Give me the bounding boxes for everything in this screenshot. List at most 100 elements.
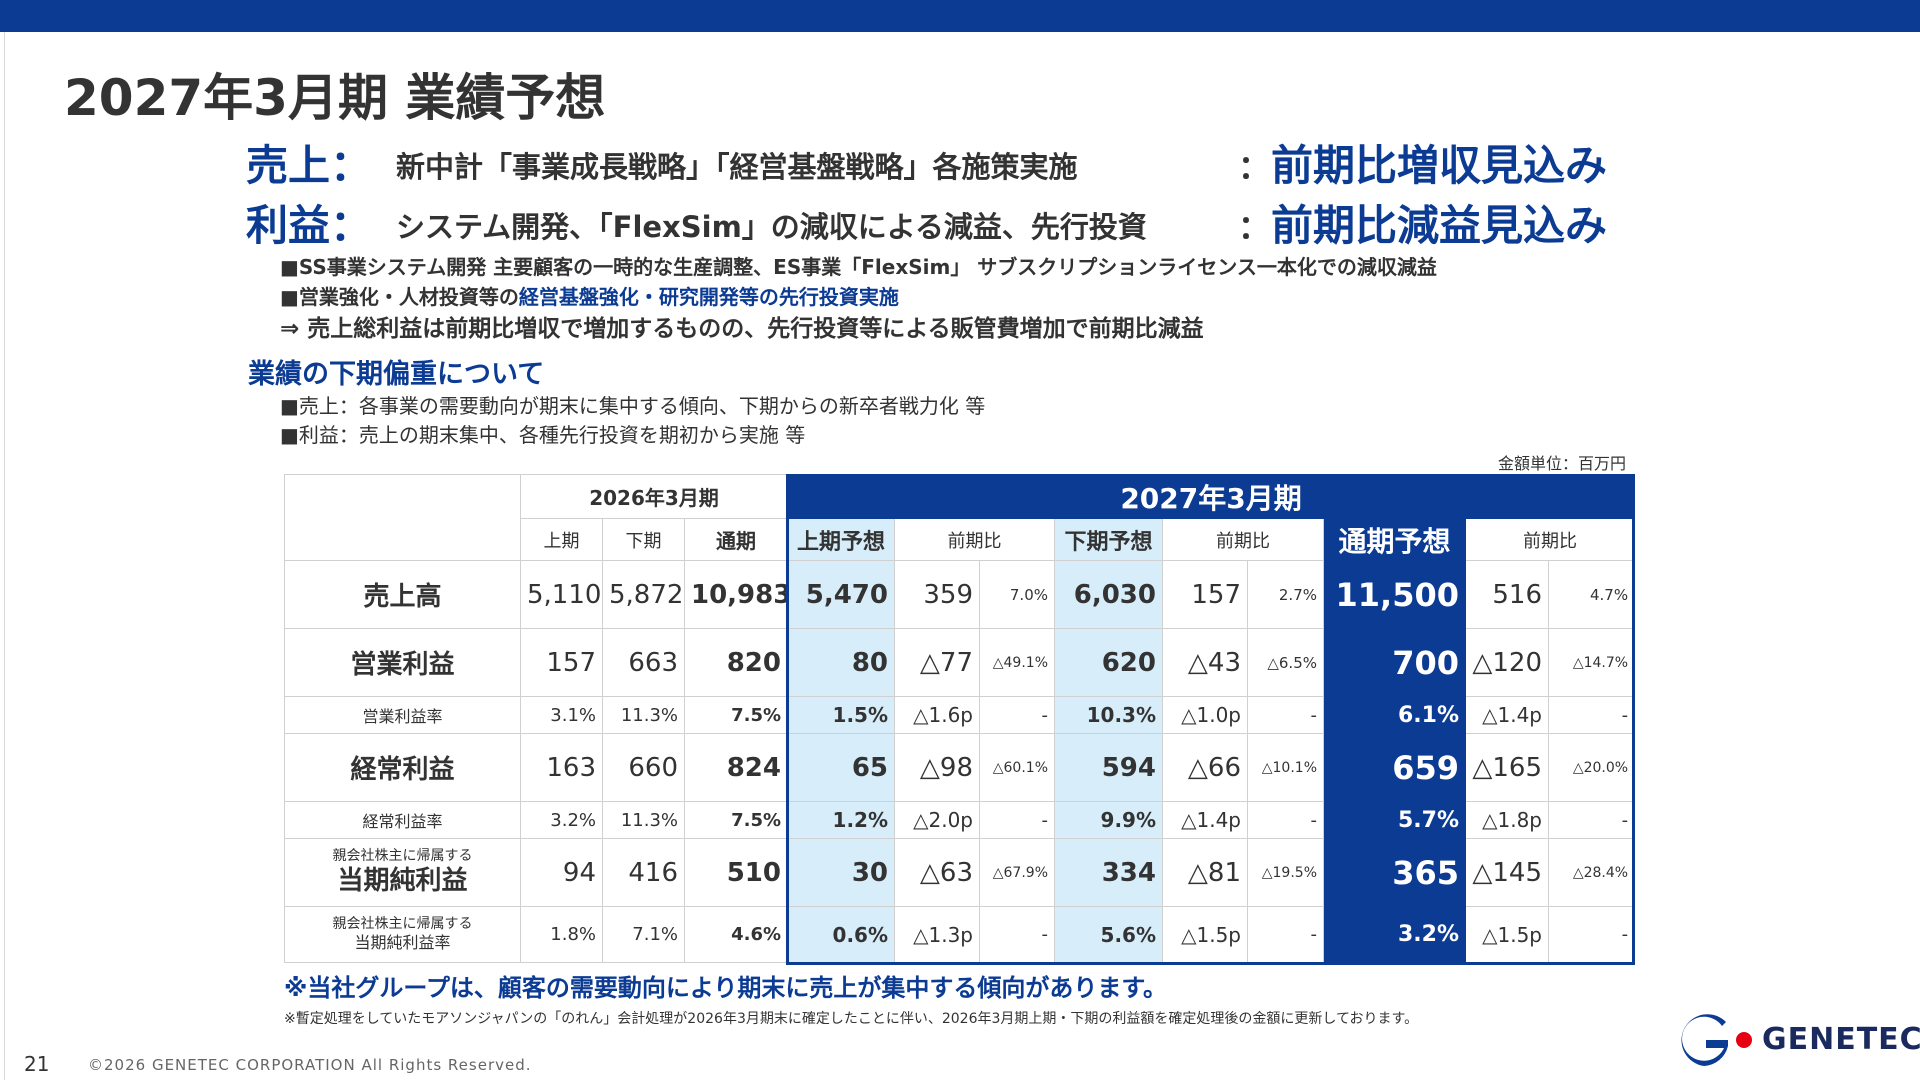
logo-wordmark: GENETEC	[1762, 1022, 1920, 1057]
cell-value: 157	[1162, 560, 1248, 629]
forecast-table: 2026年3月期 2027年3月期 上期 下期 通期 上期予想 前期比 下期予想…	[284, 474, 1636, 963]
cell-value: △14.7%	[1547, 628, 1636, 697]
bullet-investment-pre: ■営業強化・人材投資等の	[280, 285, 519, 309]
headline-profit-label: 利益：	[246, 201, 373, 250]
cell-value: △145	[1465, 838, 1549, 907]
cell-value: 7.5%	[684, 696, 788, 734]
cell-value: △63	[894, 838, 980, 907]
cell-value: 824	[684, 733, 788, 802]
header-fy2026: 2026年3月期	[520, 474, 788, 519]
cell-value: △66	[1162, 733, 1248, 802]
table-row-ordinary-profit: 経常利益 163 660 824 65 △98 △60.1% 594 △66 △…	[284, 733, 1636, 802]
cell-value: 5,470	[787, 560, 895, 629]
cell-value: 9.9%	[1054, 801, 1163, 839]
table-row-sales: 売上高 5,110 5,872 10,983 5,470 359 7.0% 6,…	[284, 560, 1636, 629]
cell-value: △1.0p	[1162, 696, 1248, 734]
page-title: 2027年3月期 業績予想	[64, 69, 606, 127]
cell-value: 334	[1054, 838, 1163, 907]
cell-value: △6.5%	[1247, 628, 1324, 697]
cell-value: △1.3p	[894, 906, 980, 963]
left-edge-line	[4, 32, 5, 1080]
headline-sales-colon: ：	[1238, 148, 1271, 186]
cell-value: △10.1%	[1247, 733, 1324, 802]
cell-value: 157	[520, 628, 603, 697]
cell-value: △67.9%	[979, 838, 1055, 907]
logo-red-dot	[1736, 1032, 1752, 1048]
cell-value: △1.5p	[1162, 906, 1248, 963]
row-label-net-margin-main: 当期純利益率	[354, 933, 451, 953]
headline-profit-colon: ：	[1238, 208, 1271, 246]
cell-value: 659	[1323, 733, 1466, 802]
header-yoy-full-year: 前期比	[1464, 518, 1636, 561]
bullet-investment-highlight: 経営基盤強化・研究開発等の先行投資実施	[518, 285, 899, 309]
cell-value: 700	[1323, 628, 1466, 697]
headline-sales: 売上： 新中計「事業成長戦略」「経営基盤戦略」各施策実施 ： 前期比増収見込み	[246, 132, 1666, 190]
cell-value: 0.6%	[787, 906, 895, 963]
header-first-half-forecast: 上期予想	[787, 518, 895, 561]
cell-value: 620	[1054, 628, 1163, 697]
cell-value: 5.7%	[1323, 801, 1466, 839]
row-label-net-income-prefix: 親会社株主に帰属する	[332, 847, 473, 864]
cell-value: 2.7%	[1247, 560, 1324, 629]
headline-sales-text: 新中計「事業成長戦略」「経営基盤戦略」各施策実施	[396, 150, 1078, 184]
row-label-net-margin-prefix: 親会社株主に帰属する	[332, 916, 473, 932]
cell-value: -	[1547, 696, 1636, 734]
header-full-year-forecast: 通期予想	[1323, 518, 1466, 561]
cell-value: 30	[787, 838, 895, 907]
top-header-bar	[0, 0, 1920, 32]
second-half-bullets: ■売上：各事業の需要動向が期末に集中する傾向、下期からの新卒者戦力化 等 ■利益…	[280, 392, 985, 450]
genetec-g-logo-icon	[1681, 1014, 1728, 1066]
cell-value: △81	[1162, 838, 1248, 907]
note-seasonality: ※当社グループは、顧客の需要動向により期末に売上が集中する傾向があります。	[284, 974, 1168, 1002]
headline-sales-label: 売上：	[246, 141, 373, 190]
cell-value: 6,030	[1054, 560, 1163, 629]
cell-value: 94	[520, 838, 603, 907]
cell-value: △19.5%	[1247, 838, 1324, 907]
cell-value: 65	[787, 733, 895, 802]
cell-value: △28.4%	[1547, 838, 1636, 907]
detail-bullets: ■SS事業システム開発 主要顧客の一時的な生産調整、ES事業「FlexSim」 …	[280, 252, 1680, 346]
cell-value: 663	[602, 628, 685, 697]
note-goodwill: ※暫定処理をしていたモアソンジャパンの「のれん」会計処理が2026年3月期末に確…	[284, 1011, 1419, 1027]
row-label-sales: 売上高	[284, 560, 521, 629]
row-label-ordinary-margin: 経常利益率	[284, 801, 521, 839]
row-label-operating-margin: 営業利益率	[284, 696, 521, 734]
cell-value: 11,500	[1323, 560, 1466, 629]
cell-value: △1.4p	[1465, 696, 1549, 734]
copyright: ©2026 GENETEC CORPORATION All Rights Res…	[88, 1056, 532, 1074]
bullet-conclusion: ⇒ 売上総利益は前期比増収で増加するものの、先行投資等による販管費増加で前期比減…	[280, 316, 1204, 342]
cell-value: -	[979, 906, 1055, 963]
headline-profit-result: 前期比減益見込み	[1271, 201, 1608, 250]
section-heading-second-half: 業績の下期偏重について	[248, 359, 545, 390]
table-corner-cell	[284, 474, 521, 561]
cell-value: -	[1247, 696, 1324, 734]
headline-profit: 利益： システム開発、「FlexSim」の減収による減益、先行投資 ： 前期比減…	[246, 192, 1666, 250]
cell-value: -	[979, 801, 1055, 839]
cell-value: △1.8p	[1465, 801, 1549, 839]
bullet-investment: ■営業強化・人材投資等の経営基盤強化・研究開発等の先行投資実施	[280, 282, 1680, 312]
cell-value: 416	[602, 838, 685, 907]
cell-value: △98	[894, 733, 980, 802]
cell-value: 594	[1054, 733, 1163, 802]
cell-value: △2.0p	[894, 801, 980, 839]
cell-value: △43	[1162, 628, 1248, 697]
cell-value: 163	[520, 733, 603, 802]
cell-value: △20.0%	[1547, 733, 1636, 802]
cell-value: -	[1247, 801, 1324, 839]
second-half-bullet-profit: ■利益：売上の期末集中、各種先行投資を期初から実施 等	[280, 423, 806, 447]
cell-value: 5,872	[602, 560, 685, 629]
cell-value: △49.1%	[979, 628, 1055, 697]
cell-value: 11.3%	[602, 696, 685, 734]
cell-value: △165	[1465, 733, 1549, 802]
cell-value: 4.6%	[684, 906, 788, 963]
header-second-half-forecast: 下期予想	[1054, 518, 1163, 561]
table-row-operating-margin: 営業利益率 3.1% 11.3% 7.5% 1.5% △1.6p - 10.3%…	[284, 696, 1636, 734]
unit-label: 金額単位：百万円	[1497, 454, 1626, 473]
cell-value: 7.0%	[979, 560, 1055, 629]
page-number: 21	[24, 1052, 50, 1076]
cell-value: 516	[1465, 560, 1549, 629]
header-fy2027: 2027年3月期	[786, 474, 1636, 519]
cell-value: 3.1%	[520, 696, 603, 734]
cell-value: △1.4p	[1162, 801, 1248, 839]
cell-value: 1.5%	[787, 696, 895, 734]
